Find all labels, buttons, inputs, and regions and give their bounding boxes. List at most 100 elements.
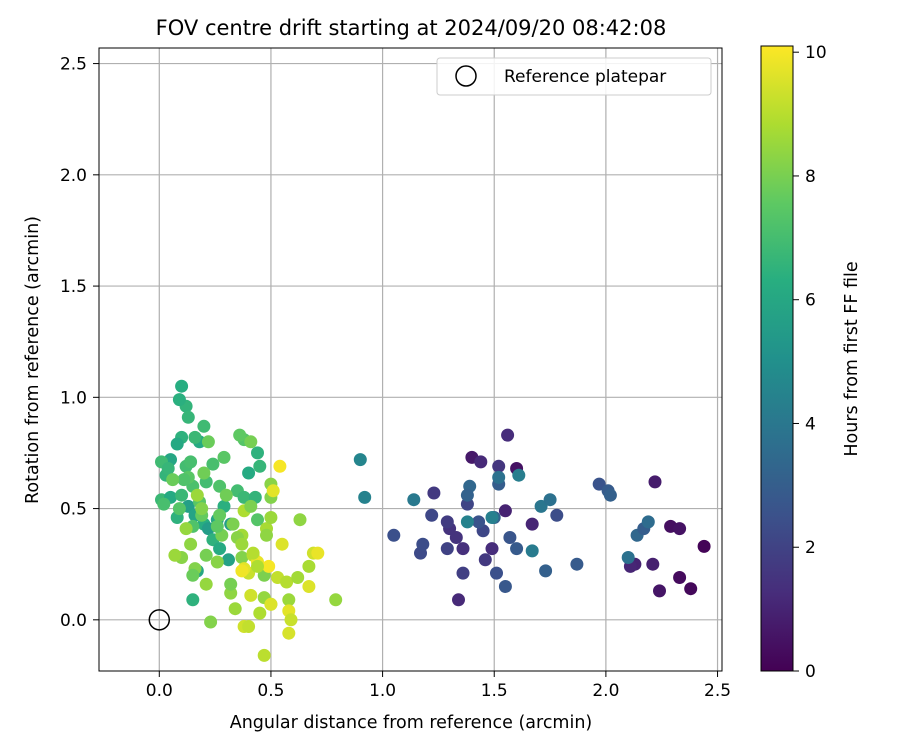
x-tick-label: 0.0	[146, 681, 173, 701]
y-tick-label: 2.5	[60, 55, 87, 75]
data-point	[157, 497, 171, 511]
data-point	[257, 648, 271, 662]
colorbar: 0 2 4 6 8 10 Hours from first FF file	[760, 43, 862, 682]
colorbar-tick-label: 10	[805, 43, 827, 63]
x-tick-label: 1.5	[481, 681, 508, 701]
colorbar-label: Hours from first FF file	[842, 261, 862, 456]
data-point	[456, 542, 470, 556]
data-point	[233, 428, 247, 442]
data-point	[512, 468, 526, 482]
y-axis-ticks: 0.0 0.5 1.0 1.5 2.0 2.5	[60, 55, 99, 631]
data-point	[260, 528, 273, 542]
data-point	[197, 466, 211, 480]
data-point	[525, 517, 539, 531]
data-point	[485, 511, 499, 524]
data-point	[224, 586, 238, 600]
data-point	[492, 459, 506, 473]
colorbar-tick-label: 2	[805, 538, 816, 558]
y-tick-label: 2.0	[60, 166, 87, 186]
data-point	[490, 566, 503, 580]
data-point	[653, 584, 666, 598]
data-point	[224, 577, 238, 591]
data-point	[264, 597, 278, 611]
y-tick-label: 1.0	[60, 388, 87, 408]
colorbar-tick-label: 0	[805, 662, 816, 682]
y-axis-label: Rotation from reference (arcmin)	[23, 216, 43, 504]
data-point	[284, 613, 298, 627]
data-point	[416, 537, 430, 551]
data-point	[539, 564, 553, 578]
data-point	[498, 504, 512, 518]
data-point	[197, 419, 211, 433]
data-point	[501, 428, 515, 442]
data-point	[697, 539, 711, 553]
data-point	[251, 559, 264, 573]
legend: Reference platepar	[436, 57, 712, 96]
data-point	[543, 493, 557, 507]
data-point	[646, 557, 660, 571]
data-point	[181, 410, 195, 424]
data-point	[242, 620, 256, 633]
data-point	[440, 515, 454, 529]
data-point	[592, 477, 606, 491]
colorbar-gradient	[760, 45, 794, 672]
data-point	[213, 508, 227, 522]
data-point	[358, 490, 372, 504]
data-point	[282, 593, 296, 607]
data-point	[175, 379, 189, 393]
data-point	[210, 555, 224, 569]
data-point	[172, 502, 186, 516]
data-point	[175, 488, 189, 502]
reference-platepar-marker	[148, 609, 171, 631]
y-tick-label: 0.5	[60, 500, 87, 520]
colorbar-tick-label: 8	[805, 167, 816, 187]
data-point	[621, 551, 635, 564]
data-point	[172, 393, 186, 407]
x-tick-label: 2.0	[592, 681, 619, 701]
x-axis-ticks: 0.0 0.5 1.0 1.5 2.0 2.5	[146, 671, 731, 701]
legend-label-reference: Reference platepar	[504, 67, 666, 87]
data-points	[155, 379, 711, 662]
data-point	[222, 553, 235, 567]
data-point	[235, 564, 249, 578]
data-point	[302, 559, 316, 573]
data-point	[199, 548, 213, 562]
data-point	[641, 515, 655, 529]
data-point	[684, 582, 698, 596]
data-point	[498, 580, 512, 593]
colorbar-ticks: 0 2 4 6 8 10	[793, 43, 827, 682]
data-point	[195, 502, 209, 516]
legend-marker-reference	[455, 65, 477, 87]
data-point	[244, 499, 258, 513]
legend-box	[436, 57, 712, 96]
data-point	[673, 571, 687, 584]
x-tick-label: 2.5	[704, 681, 731, 701]
x-axis-label: Angular distance from reference (arcmin)	[230, 713, 593, 733]
data-point	[452, 593, 465, 607]
plot-frame	[98, 47, 723, 672]
data-point	[226, 517, 240, 531]
data-point	[253, 459, 267, 473]
data-point	[485, 542, 499, 556]
data-point	[603, 488, 617, 502]
data-point	[206, 457, 220, 471]
data-point	[266, 484, 280, 498]
data-point	[472, 515, 486, 529]
data-point	[329, 593, 343, 607]
data-point	[235, 551, 249, 564]
data-point	[184, 455, 198, 469]
data-point	[460, 497, 474, 511]
data-point	[251, 513, 264, 527]
data-point	[449, 531, 463, 544]
data-point	[273, 459, 287, 473]
data-point	[184, 537, 198, 551]
data-point	[570, 557, 584, 571]
data-point	[440, 542, 454, 556]
x-tick-label: 0.5	[257, 681, 284, 701]
data-point	[219, 488, 233, 502]
data-point	[648, 475, 662, 489]
data-point	[179, 522, 193, 536]
data-point	[201, 435, 215, 449]
